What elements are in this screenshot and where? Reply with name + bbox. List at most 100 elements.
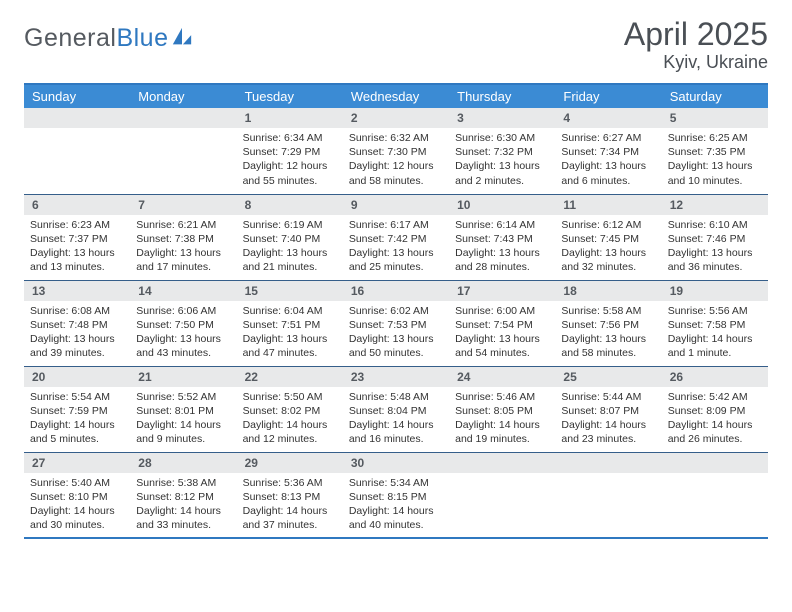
- calendar-cell: 12Sunrise: 6:10 AMSunset: 7:46 PMDayligh…: [662, 194, 768, 280]
- day-number: 21: [130, 367, 236, 387]
- weekday-header-row: Sunday Monday Tuesday Wednesday Thursday…: [24, 84, 768, 108]
- calendar-cell: 26Sunrise: 5:42 AMSunset: 8:09 PMDayligh…: [662, 366, 768, 452]
- day-number: 19: [662, 281, 768, 301]
- calendar-cell: 11Sunrise: 6:12 AMSunset: 7:45 PMDayligh…: [555, 194, 661, 280]
- day-details: Sunrise: 6:21 AMSunset: 7:38 PMDaylight:…: [130, 215, 236, 279]
- daylight-text: Daylight: 13 hours and 25 minutes.: [349, 246, 443, 274]
- day-number: 5: [662, 108, 768, 128]
- sunset-text: Sunset: 7:59 PM: [30, 404, 124, 418]
- daylight-text: Daylight: 14 hours and 40 minutes.: [349, 504, 443, 532]
- sunset-text: Sunset: 7:46 PM: [668, 232, 762, 246]
- day-details: Sunrise: 5:34 AMSunset: 8:15 PMDaylight:…: [343, 473, 449, 537]
- calendar-cell: 4Sunrise: 6:27 AMSunset: 7:34 PMDaylight…: [555, 108, 661, 194]
- sail-icon: [171, 26, 193, 48]
- day-details: Sunrise: 6:27 AMSunset: 7:34 PMDaylight:…: [555, 128, 661, 192]
- sunrise-text: Sunrise: 5:56 AM: [668, 304, 762, 318]
- day-details: Sunrise: 6:32 AMSunset: 7:30 PMDaylight:…: [343, 128, 449, 192]
- calendar-cell: [449, 452, 555, 538]
- sunrise-text: Sunrise: 5:36 AM: [243, 476, 337, 490]
- daylight-text: Daylight: 14 hours and 5 minutes.: [30, 418, 124, 446]
- day-number: [130, 108, 236, 128]
- brand-logo: GeneralBlue: [24, 18, 193, 53]
- location-label: Kyiv, Ukraine: [624, 52, 768, 73]
- weekday-header: Wednesday: [343, 84, 449, 108]
- sunset-text: Sunset: 7:34 PM: [561, 145, 655, 159]
- day-details: Sunrise: 6:14 AMSunset: 7:43 PMDaylight:…: [449, 215, 555, 279]
- calendar-cell: 18Sunrise: 5:58 AMSunset: 7:56 PMDayligh…: [555, 280, 661, 366]
- day-number: [662, 453, 768, 473]
- daylight-text: Daylight: 13 hours and 58 minutes.: [561, 332, 655, 360]
- day-details: Sunrise: 5:48 AMSunset: 8:04 PMDaylight:…: [343, 387, 449, 451]
- day-details: Sunrise: 6:12 AMSunset: 7:45 PMDaylight:…: [555, 215, 661, 279]
- calendar-cell: 17Sunrise: 6:00 AMSunset: 7:54 PMDayligh…: [449, 280, 555, 366]
- calendar-cell: 1Sunrise: 6:34 AMSunset: 7:29 PMDaylight…: [237, 108, 343, 194]
- sunset-text: Sunset: 7:30 PM: [349, 145, 443, 159]
- weekday-header: Saturday: [662, 84, 768, 108]
- daylight-text: Daylight: 14 hours and 30 minutes.: [30, 504, 124, 532]
- day-details: Sunrise: 5:52 AMSunset: 8:01 PMDaylight:…: [130, 387, 236, 451]
- day-number: [24, 108, 130, 128]
- daylight-text: Daylight: 14 hours and 26 minutes.: [668, 418, 762, 446]
- day-number: 15: [237, 281, 343, 301]
- calendar-cell: [555, 452, 661, 538]
- calendar-cell: 3Sunrise: 6:30 AMSunset: 7:32 PMDaylight…: [449, 108, 555, 194]
- sunset-text: Sunset: 8:13 PM: [243, 490, 337, 504]
- daylight-text: Daylight: 14 hours and 19 minutes.: [455, 418, 549, 446]
- day-number: 24: [449, 367, 555, 387]
- daylight-text: Daylight: 13 hours and 6 minutes.: [561, 159, 655, 187]
- day-number: 23: [343, 367, 449, 387]
- calendar-cell: 7Sunrise: 6:21 AMSunset: 7:38 PMDaylight…: [130, 194, 236, 280]
- daylight-text: Daylight: 13 hours and 50 minutes.: [349, 332, 443, 360]
- brand-word1: General: [24, 24, 116, 52]
- calendar-table: Sunday Monday Tuesday Wednesday Thursday…: [24, 83, 768, 539]
- day-number: 7: [130, 195, 236, 215]
- day-details: Sunrise: 6:00 AMSunset: 7:54 PMDaylight:…: [449, 301, 555, 365]
- day-number: [449, 453, 555, 473]
- daylight-text: Daylight: 13 hours and 43 minutes.: [136, 332, 230, 360]
- sunset-text: Sunset: 7:54 PM: [455, 318, 549, 332]
- weekday-header: Sunday: [24, 84, 130, 108]
- day-details: Sunrise: 6:34 AMSunset: 7:29 PMDaylight:…: [237, 128, 343, 192]
- sunset-text: Sunset: 8:02 PM: [243, 404, 337, 418]
- day-number: 16: [343, 281, 449, 301]
- calendar-cell: [24, 108, 130, 194]
- daylight-text: Daylight: 12 hours and 55 minutes.: [243, 159, 337, 187]
- day-details: Sunrise: 5:36 AMSunset: 8:13 PMDaylight:…: [237, 473, 343, 537]
- day-details: Sunrise: 6:17 AMSunset: 7:42 PMDaylight:…: [343, 215, 449, 279]
- sunrise-text: Sunrise: 6:21 AM: [136, 218, 230, 232]
- calendar-cell: 30Sunrise: 5:34 AMSunset: 8:15 PMDayligh…: [343, 452, 449, 538]
- sunrise-text: Sunrise: 6:14 AM: [455, 218, 549, 232]
- day-number: 26: [662, 367, 768, 387]
- day-number: 4: [555, 108, 661, 128]
- day-number: [555, 453, 661, 473]
- sunrise-text: Sunrise: 6:23 AM: [30, 218, 124, 232]
- calendar-cell: 25Sunrise: 5:44 AMSunset: 8:07 PMDayligh…: [555, 366, 661, 452]
- day-number: 30: [343, 453, 449, 473]
- sunrise-text: Sunrise: 6:00 AM: [455, 304, 549, 318]
- day-number: 28: [130, 453, 236, 473]
- daylight-text: Daylight: 13 hours and 39 minutes.: [30, 332, 124, 360]
- sunrise-text: Sunrise: 5:58 AM: [561, 304, 655, 318]
- sunset-text: Sunset: 7:40 PM: [243, 232, 337, 246]
- day-details: Sunrise: 6:08 AMSunset: 7:48 PMDaylight:…: [24, 301, 130, 365]
- sunset-text: Sunset: 8:15 PM: [349, 490, 443, 504]
- sunset-text: Sunset: 7:58 PM: [668, 318, 762, 332]
- calendar-cell: 2Sunrise: 6:32 AMSunset: 7:30 PMDaylight…: [343, 108, 449, 194]
- sunrise-text: Sunrise: 6:30 AM: [455, 131, 549, 145]
- day-details: Sunrise: 5:54 AMSunset: 7:59 PMDaylight:…: [24, 387, 130, 451]
- sunset-text: Sunset: 7:37 PM: [30, 232, 124, 246]
- sunset-text: Sunset: 7:35 PM: [668, 145, 762, 159]
- calendar-cell: 13Sunrise: 6:08 AMSunset: 7:48 PMDayligh…: [24, 280, 130, 366]
- day-details: Sunrise: 5:58 AMSunset: 7:56 PMDaylight:…: [555, 301, 661, 365]
- calendar-row: 20Sunrise: 5:54 AMSunset: 7:59 PMDayligh…: [24, 366, 768, 452]
- sunrise-text: Sunrise: 6:10 AM: [668, 218, 762, 232]
- day-number: 25: [555, 367, 661, 387]
- day-number: 27: [24, 453, 130, 473]
- day-number: 8: [237, 195, 343, 215]
- day-number: 13: [24, 281, 130, 301]
- sunrise-text: Sunrise: 6:12 AM: [561, 218, 655, 232]
- calendar-row: 1Sunrise: 6:34 AMSunset: 7:29 PMDaylight…: [24, 108, 768, 194]
- calendar-cell: 14Sunrise: 6:06 AMSunset: 7:50 PMDayligh…: [130, 280, 236, 366]
- sunset-text: Sunset: 7:45 PM: [561, 232, 655, 246]
- daylight-text: Daylight: 13 hours and 21 minutes.: [243, 246, 337, 274]
